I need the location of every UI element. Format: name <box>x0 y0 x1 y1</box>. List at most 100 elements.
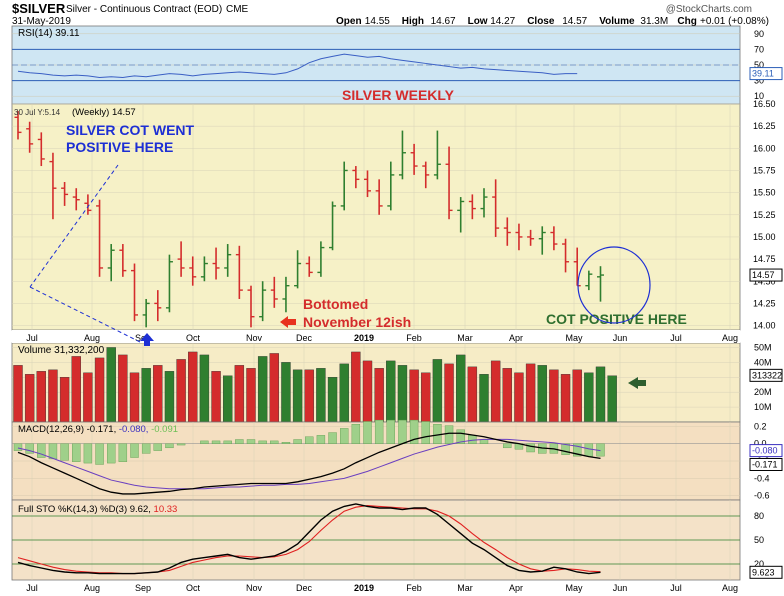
ohlc-bar <box>433 130 441 180</box>
macd-signal-tag: -0.080 <box>752 446 778 456</box>
macd-histogram-bar <box>118 443 128 462</box>
sto-label: Full STO %K(14,3) %D(3) 9.62, 10.33 <box>18 504 177 515</box>
price-tick-label: 15.25 <box>753 210 776 220</box>
volume-bar <box>304 369 314 423</box>
volume-bar <box>362 360 373 423</box>
ohlc-row: Open 14.55 High 14.67 Low 14.27 Close 14.57 Volu… <box>336 16 769 27</box>
ohlc-bar <box>189 256 197 286</box>
volume-bar <box>525 363 536 423</box>
sto-d-value: 10.33 <box>154 504 178 515</box>
volume-label: Volume 31,332,200 <box>18 345 105 356</box>
ohlc-label: High <box>402 16 424 27</box>
ohlc-bar <box>364 170 371 198</box>
price-tick-label: 15.00 <box>753 232 776 242</box>
x-tick-label: Jun <box>613 583 628 593</box>
rsi-line <box>17 53 578 78</box>
ohlc-bar <box>165 254 173 313</box>
volume-bar <box>444 363 454 423</box>
volume-bar <box>560 374 571 423</box>
sto-tick-label: 20 <box>754 559 764 569</box>
ohlc-bar <box>585 270 593 291</box>
red-left-arrow-icon <box>280 316 296 328</box>
macd-signal-line <box>17 438 601 490</box>
macd-tick-label: -0.6 <box>754 491 770 501</box>
macd-histogram-bar <box>13 443 23 451</box>
macd-tick-label: 0.2 <box>754 421 767 431</box>
ohlc-value: 14.55 <box>365 16 390 27</box>
macd-histogram-bar <box>60 443 69 461</box>
ohlc-bar <box>212 247 220 280</box>
price-tick-label: 15.75 <box>753 165 776 175</box>
ohlc-bar <box>37 132 45 167</box>
ohlc-bar <box>72 188 80 211</box>
rsi-label: RSI(14) 39.11 <box>18 28 80 39</box>
volume-bar <box>421 372 431 423</box>
sto-panel: 80 50 20 Full STO %K(14,3) %D(3) 9.62, 10.3… <box>11 499 783 581</box>
volume-bar <box>374 368 384 423</box>
volume-bar <box>409 369 419 423</box>
ohlc-bar <box>142 298 150 328</box>
ohlc-bar <box>282 276 290 313</box>
ohlc-bar <box>14 111 22 140</box>
macd-histogram-bar <box>328 432 337 444</box>
x-tick-label: Aug <box>84 583 100 593</box>
price-tick-label: 14.75 <box>753 254 776 264</box>
macd-histogram-bar <box>363 421 372 444</box>
ohlc-bar <box>352 166 360 189</box>
cot-went-positive-note: SILVER COT WENT POSITIVE HERE <box>66 122 194 155</box>
volume-bar <box>269 353 279 423</box>
macd-histogram-bar <box>409 419 419 444</box>
ohlc-label: Close <box>527 16 555 27</box>
price-tick-label: 16.25 <box>753 121 776 131</box>
x-tick-label: Jul <box>26 583 38 593</box>
ohlc-bar <box>398 130 406 180</box>
ohlc-bar <box>107 244 115 282</box>
sto-k-line <box>17 503 601 575</box>
macd-histogram-bar <box>421 421 430 444</box>
volume-tick-label: 10M <box>754 402 772 412</box>
ohlc-label: Chg <box>677 16 696 27</box>
ohlc-bar <box>224 244 232 277</box>
rsi-tick-label: 10 <box>754 91 764 101</box>
volume-bar <box>164 371 175 423</box>
x-tick-label: Dec <box>296 583 313 593</box>
macd-label-name: MACD(12,26,9) <box>18 424 87 435</box>
ohlc-bar <box>200 256 208 282</box>
ohlc-item-chg: Chg +0.01 (+0.08%) <box>677 16 769 27</box>
x-tick-label: Jul <box>670 333 682 343</box>
volume-bar <box>59 377 70 423</box>
macd-histogram-bar <box>37 443 46 458</box>
volume-bar <box>13 365 23 423</box>
macd-histogram-bar <box>270 440 279 444</box>
rsi-tick-label: 90 <box>754 29 764 39</box>
sto-tick-label: 50 <box>754 535 764 545</box>
brand-logo: @StockCharts.com <box>666 4 752 15</box>
rsi-last-value-box <box>749 67 783 81</box>
ohlc-bar <box>538 226 546 255</box>
ohlc-bar <box>329 201 337 251</box>
ohlc-bar <box>26 121 34 153</box>
macd-histogram-bar <box>351 424 361 444</box>
instrument-name: Silver - Continuous Contract (EOD) <box>66 4 222 15</box>
ohlc-bar <box>96 199 104 277</box>
annotations: SILVER WEEKLY SILVER COT WENT POSITIVE H… <box>29 87 687 389</box>
ohlc-item-open: Open 14.55 <box>336 16 390 27</box>
volume-bar <box>467 366 478 423</box>
blue-up-arrow-icon <box>140 333 154 346</box>
x-tick-label: Nov <box>246 333 263 343</box>
macd-label: MACD(12,26,9) -0.171, -0.080, -0.091 <box>18 424 178 435</box>
sto-tick-label: 80 <box>754 511 764 521</box>
ohlc-bar <box>305 256 313 277</box>
cot-positive-note: COT POSITIVE HERE <box>546 311 687 327</box>
macd-histogram-bar <box>293 439 302 444</box>
macd-histogram-bar <box>211 440 221 444</box>
volume-bar <box>281 362 291 423</box>
volume-bar <box>257 356 268 423</box>
macd-hist-value: -0.091 <box>151 424 178 435</box>
macd-histogram-bar <box>130 443 139 458</box>
price-tick-label: 14.25 <box>753 298 776 308</box>
x-tick-label: Aug <box>722 333 738 343</box>
volume-bar <box>456 354 466 423</box>
ohlc-item-volume: Volume 31.3M <box>599 16 668 27</box>
volume-bar <box>36 371 46 423</box>
